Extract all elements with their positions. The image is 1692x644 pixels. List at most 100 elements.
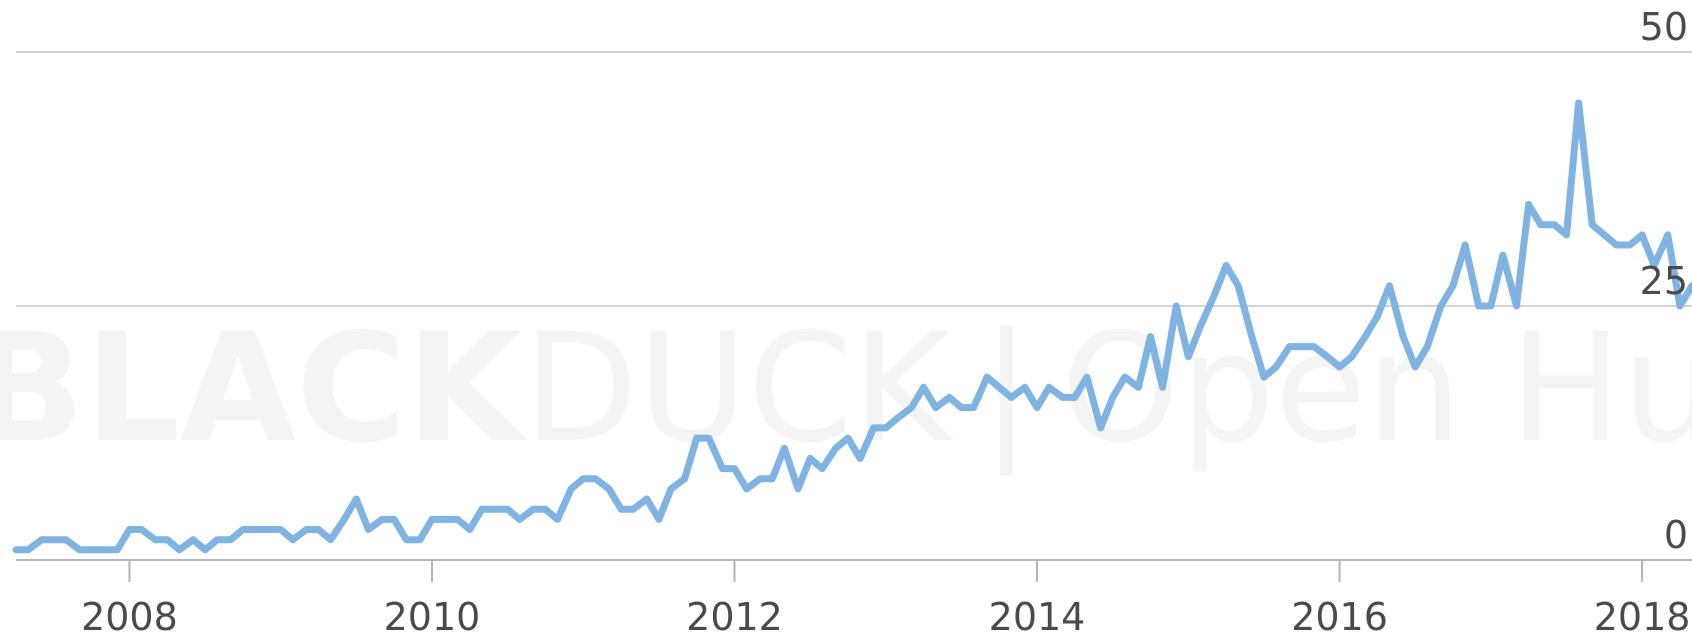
data-point-7 [102, 548, 106, 552]
data-point-101 [1288, 345, 1292, 349]
data-point-27 [354, 497, 358, 501]
data-point-46 [593, 477, 597, 481]
watermark-brand-bold: BLACK [0, 302, 527, 476]
y-tick-label-0: 0 [1664, 513, 1688, 557]
data-point-42 [543, 507, 547, 511]
data-point-68 [872, 426, 876, 430]
watermark-product: Open Hub [1061, 302, 1692, 476]
data-point-90 [1149, 335, 1152, 338]
data-point-88 [1123, 375, 1127, 379]
data-point-96 [1224, 263, 1228, 267]
data-point-13 [177, 548, 181, 552]
data-point-103 [1312, 345, 1316, 349]
data-point-4 [64, 538, 68, 542]
data-point-34 [442, 517, 446, 521]
data-point-47 [607, 487, 611, 491]
data-point-122 [1552, 223, 1556, 227]
x-tick-label-2014: 2014 [989, 595, 1086, 639]
data-point-24 [317, 528, 320, 531]
data-point-16 [215, 538, 219, 542]
x-tick-label-2012: 2012 [686, 595, 783, 639]
data-point-32 [418, 538, 422, 542]
data-point-60 [770, 477, 774, 481]
x-tick-label-2018: 2018 [1594, 595, 1691, 639]
data-point-77 [985, 375, 989, 379]
data-point-72 [922, 385, 926, 389]
data-point-52 [669, 487, 673, 491]
data-point-58 [745, 487, 749, 491]
data-point-104 [1326, 355, 1329, 359]
data-point-123 [1565, 233, 1568, 237]
series-layer [12, 99, 1692, 554]
data-point-48 [619, 507, 623, 511]
data-point-128 [1628, 243, 1632, 247]
data-point-69 [884, 426, 888, 430]
x-tick-label-2010: 2010 [384, 595, 481, 639]
data-point-117 [1489, 304, 1493, 308]
data-point-109 [1388, 284, 1391, 288]
data-point-9 [127, 528, 131, 531]
data-point-11 [153, 538, 157, 542]
x-axis [16, 559, 1692, 582]
data-point-127 [1614, 243, 1618, 247]
data-point-107 [1363, 335, 1367, 338]
data-point-95 [1212, 294, 1216, 298]
data-point-21 [279, 528, 283, 531]
watermark-brand-light: DUCK [522, 302, 954, 476]
data-point-82 [1047, 385, 1051, 389]
data-point-111 [1413, 365, 1417, 369]
data-point-87 [1111, 395, 1115, 399]
data-point-125 [1590, 223, 1594, 227]
x-tick-labels: 2008 2010 2012 2014 2016 2018 [81, 595, 1690, 639]
data-point-51 [657, 517, 661, 521]
data-point-25 [329, 538, 333, 542]
data-point-86 [1099, 426, 1103, 430]
series-line-0 [12, 99, 1692, 554]
data-point-92 [1174, 304, 1178, 308]
data-point-1 [26, 548, 30, 552]
data-point-54 [695, 436, 699, 440]
data-point-44 [569, 487, 573, 491]
data-point-75 [959, 406, 963, 410]
data-point-83 [1061, 395, 1065, 399]
data-point-20 [267, 528, 271, 531]
data-point-85 [1085, 375, 1089, 379]
data-point-55 [707, 436, 711, 440]
data-point-2 [40, 538, 44, 542]
data-point-113 [1439, 304, 1443, 308]
data-point-19 [253, 528, 257, 531]
data-point-108 [1375, 314, 1379, 318]
data-point-118 [1501, 253, 1505, 257]
data-point-89 [1136, 385, 1140, 389]
data-point-61 [782, 446, 786, 450]
data-point-23 [304, 528, 308, 531]
data-point-35 [456, 517, 460, 521]
data-point-12 [165, 538, 169, 542]
data-point-67 [858, 456, 862, 460]
data-point-50 [645, 497, 649, 501]
data-point-130 [1652, 263, 1656, 267]
data-point-84 [1073, 395, 1077, 399]
data-point-53 [683, 477, 687, 481]
data-point-43 [556, 517, 559, 521]
data-point-15 [203, 548, 207, 552]
data-point-31 [404, 538, 408, 542]
data-point-33 [430, 517, 434, 521]
data-point-99 [1262, 375, 1266, 379]
data-point-0 [14, 548, 18, 552]
data-point-65 [834, 446, 838, 450]
data-point-115 [1463, 243, 1467, 247]
data-point-114 [1451, 284, 1455, 288]
data-point-49 [631, 507, 635, 511]
data-point-66 [846, 436, 850, 440]
data-point-22 [291, 538, 295, 542]
data-point-28 [366, 528, 370, 531]
data-point-126 [1602, 233, 1606, 237]
data-point-120 [1527, 202, 1531, 206]
data-point-26 [342, 517, 346, 521]
data-point-97 [1236, 284, 1240, 288]
data-point-70 [896, 416, 900, 420]
data-point-71 [910, 406, 913, 410]
